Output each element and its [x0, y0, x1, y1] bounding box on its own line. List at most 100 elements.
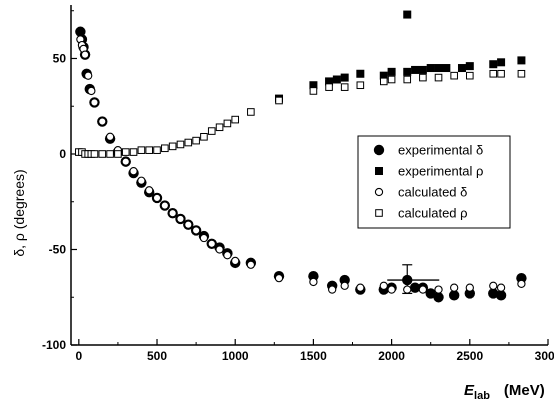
- data-point: [387, 285, 396, 294]
- data-point: [325, 77, 334, 86]
- data-point: [207, 127, 216, 135]
- data-point: [450, 71, 458, 80]
- data-point: [433, 292, 444, 303]
- data-point: [121, 148, 130, 156]
- data-point: [457, 64, 466, 73]
- data-point: [168, 142, 177, 151]
- data-point: [465, 62, 474, 71]
- data-point: [497, 58, 506, 67]
- data-point: [379, 77, 388, 86]
- data-point: [145, 186, 154, 195]
- data-point: [98, 117, 107, 126]
- y-tick-label: -100: [42, 338, 66, 352]
- data-point: [160, 201, 169, 210]
- data-point: [153, 146, 161, 154]
- data-point: [332, 75, 341, 84]
- data-point: [105, 132, 115, 141]
- data-point: [403, 75, 412, 84]
- data-point: [387, 67, 396, 76]
- data-point: [409, 282, 421, 293]
- data-point: [450, 283, 459, 292]
- data-point: [90, 98, 99, 107]
- data-point: [489, 60, 498, 69]
- data-point: [223, 119, 232, 128]
- data-point: [215, 245, 224, 254]
- data-point: [137, 176, 146, 185]
- data-point: [215, 123, 224, 132]
- data-point: [121, 157, 130, 166]
- data-point: [356, 69, 365, 78]
- y-tick-label: 0: [59, 147, 66, 161]
- data-point: [434, 285, 443, 294]
- data-point: [176, 140, 185, 149]
- data-point: [199, 233, 209, 243]
- data-point: [497, 69, 505, 78]
- data-point: [403, 10, 412, 19]
- data-point: [340, 83, 349, 91]
- data-point: [356, 283, 365, 292]
- y-axis-label: δ, ρ (degrees): [11, 169, 27, 256]
- data-point: [309, 81, 318, 90]
- data-point: [87, 86, 96, 96]
- legend-marker: [375, 167, 383, 175]
- data-point: [325, 83, 333, 91]
- data-point: [419, 73, 427, 82]
- x-axis-label-unit: (MeV): [504, 382, 545, 399]
- data-point: [200, 132, 208, 141]
- x-axis-label: Elab (MeV): [464, 382, 545, 402]
- data-point: [129, 148, 138, 156]
- data-point: [411, 65, 420, 74]
- data-point: [448, 290, 460, 301]
- x-tick-label: 1500: [300, 349, 327, 363]
- data-point: [403, 285, 412, 294]
- legend: experimental δ experimental ρ calculated δ…: [357, 135, 511, 229]
- data-point: [137, 146, 146, 154]
- data-point: [418, 65, 427, 74]
- data-point: [309, 87, 318, 95]
- data-point: [168, 209, 177, 218]
- x-axis-label-sub: lab: [474, 390, 490, 402]
- data-point: [246, 260, 256, 269]
- data-point: [161, 144, 169, 153]
- data-point: [176, 214, 185, 224]
- data-point: [379, 281, 388, 290]
- data-point: [387, 75, 396, 84]
- series-2: [76, 35, 526, 294]
- data-point: [488, 288, 499, 299]
- legend-label: experimental ρ: [398, 164, 483, 179]
- data-point: [425, 288, 436, 299]
- data-point: [496, 283, 506, 292]
- x-tick-label: 2000: [378, 349, 405, 363]
- data-point: [379, 71, 388, 80]
- data-point: [465, 283, 474, 292]
- data-point: [328, 285, 337, 294]
- data-point: [98, 150, 107, 158]
- data-point: [90, 150, 99, 158]
- x-tick-label: 500: [147, 349, 167, 363]
- data-point: [434, 64, 443, 73]
- data-point: [184, 220, 193, 229]
- data-point: [517, 69, 526, 78]
- data-point: [356, 81, 365, 90]
- data-point: [517, 56, 526, 65]
- legend-marker: [374, 187, 384, 197]
- data-point: [80, 50, 90, 59]
- data-point: [275, 96, 283, 105]
- y-tick-label: 50: [53, 51, 67, 65]
- data-point: [340, 281, 349, 290]
- y-tick-label: -50: [49, 242, 67, 256]
- data-point: [274, 273, 284, 283]
- data-point: [106, 150, 114, 158]
- x-tick-label: 3000: [535, 349, 554, 363]
- data-point: [434, 73, 443, 82]
- data-point: [402, 274, 413, 286]
- legend-marker: [375, 209, 383, 217]
- legend-marker: [373, 144, 385, 156]
- data-point: [489, 69, 498, 78]
- data-point: [489, 281, 498, 290]
- data-marks: [75, 10, 527, 303]
- x-tick-label: 1000: [222, 349, 249, 363]
- data-point: [247, 108, 255, 116]
- data-point: [340, 73, 349, 82]
- x-axis-label-main: E: [464, 382, 475, 399]
